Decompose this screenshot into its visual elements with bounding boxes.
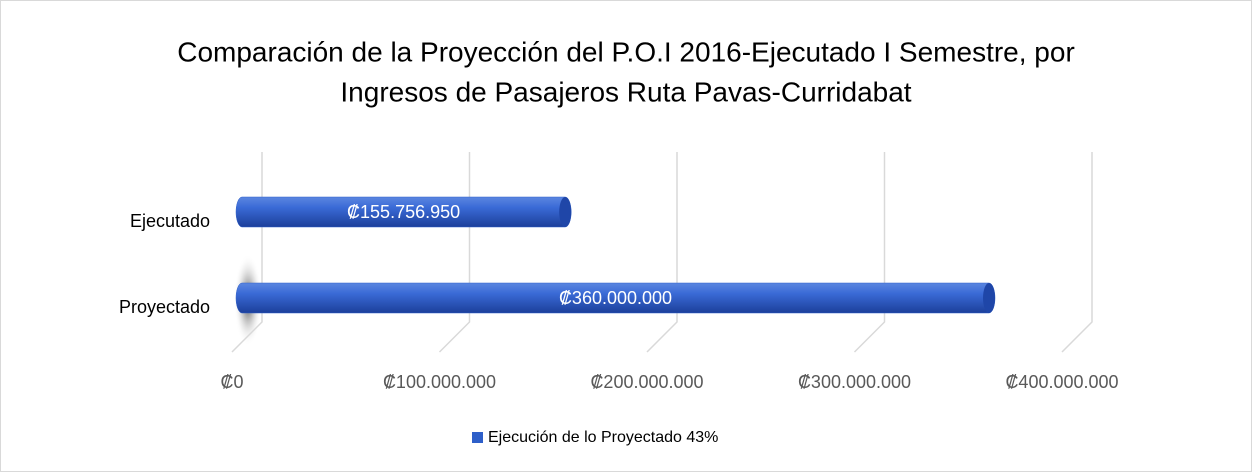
x-tick-label: ₡300.000.000 [798, 372, 911, 392]
chart-title: Ingresos de Pasajeros Ruta Pavas-Currida… [340, 76, 911, 107]
x-tick-label: ₡0 [220, 372, 243, 392]
x-tick-label: ₡100.000.000 [383, 372, 496, 392]
bar [235, 196, 572, 228]
data-label: ₡360.000.000 [559, 288, 672, 308]
grid-line [1061, 152, 1093, 353]
chart-title: Comparación de la Proyección del P.O.I 2… [177, 36, 1075, 67]
y-tick-label: Proyectado [119, 297, 210, 317]
legend-label: Ejecución de lo Proyectado 43% [488, 429, 718, 446]
x-tick-label: ₡400.000.000 [1005, 372, 1118, 392]
grid-line [646, 152, 678, 353]
y-tick-label: Ejecutado [130, 211, 210, 231]
legend-swatch [472, 432, 483, 443]
bar-end [983, 283, 995, 313]
data-label: ₡155.756.950 [347, 202, 460, 222]
x-tick-label: ₡200.000.000 [590, 372, 703, 392]
grid-line [853, 152, 886, 353]
bar-end [559, 197, 572, 227]
